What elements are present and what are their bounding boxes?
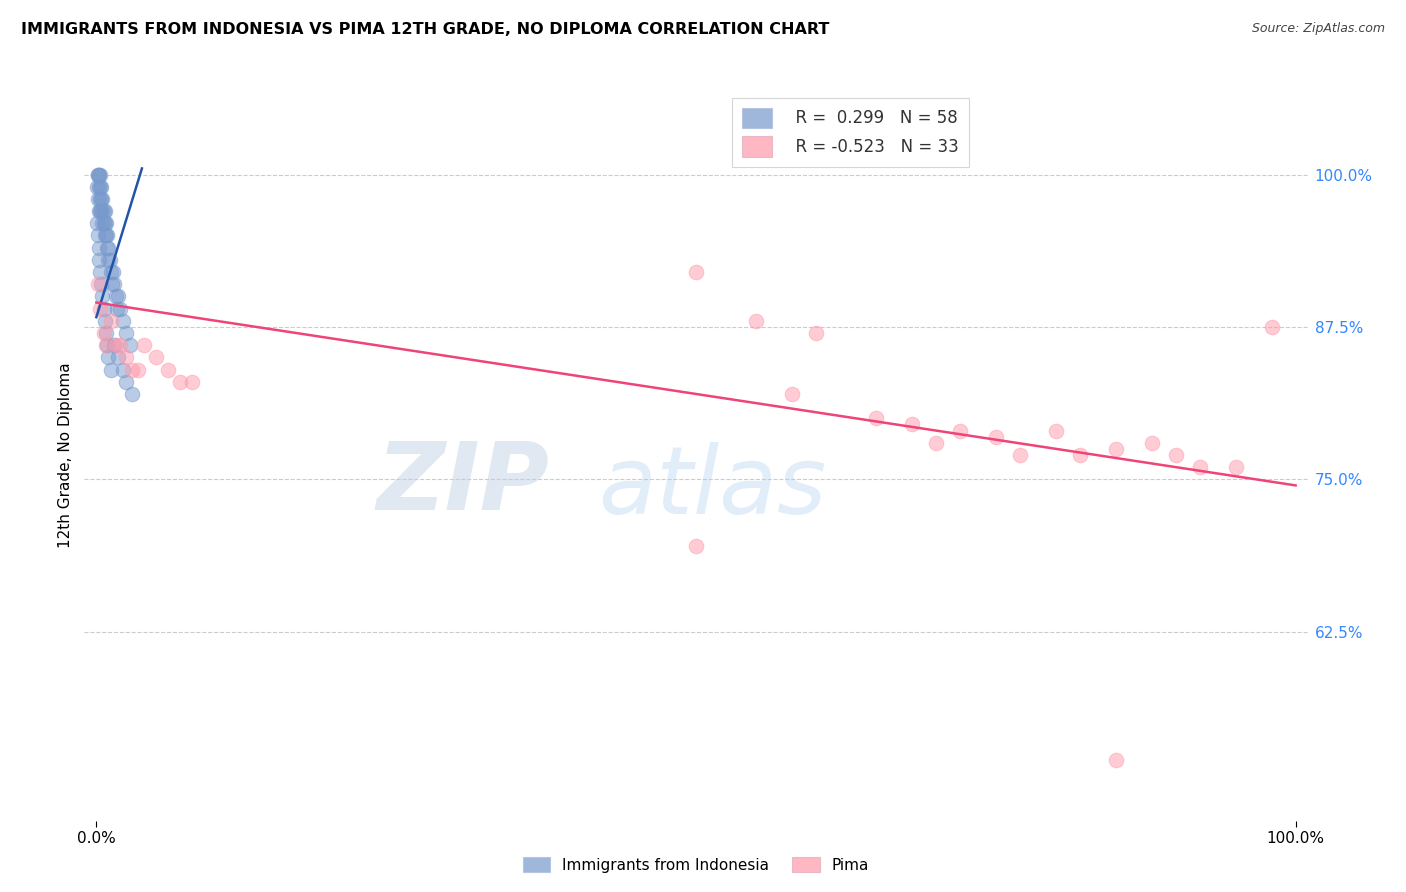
Point — [145, 351, 167, 365]
Point — [93, 326, 115, 340]
Point — [89, 204, 111, 219]
Point — [127, 362, 149, 376]
Point — [86, 216, 108, 230]
Point — [901, 417, 924, 432]
Point — [118, 338, 141, 352]
Point — [94, 338, 117, 352]
Point — [745, 314, 768, 328]
Point — [90, 179, 112, 194]
Point — [1008, 448, 1031, 462]
Point — [89, 301, 111, 316]
Point — [110, 338, 132, 352]
Point — [984, 430, 1007, 444]
Point — [100, 362, 122, 376]
Point — [98, 252, 121, 267]
Point — [107, 289, 129, 303]
Point — [91, 204, 114, 219]
Point — [91, 216, 114, 230]
Point — [1164, 448, 1187, 462]
Point — [100, 265, 122, 279]
Point — [96, 228, 118, 243]
Point — [101, 265, 124, 279]
Point — [94, 228, 117, 243]
Legend: Immigrants from Indonesia, Pima: Immigrants from Indonesia, Pima — [516, 851, 876, 879]
Point — [157, 362, 180, 376]
Point — [90, 204, 112, 219]
Point — [1045, 424, 1067, 438]
Text: atlas: atlas — [598, 442, 827, 533]
Point — [101, 277, 124, 292]
Point — [93, 216, 115, 230]
Point — [93, 301, 115, 316]
Point — [169, 375, 191, 389]
Point — [181, 375, 204, 389]
Point — [90, 277, 112, 292]
Point — [87, 228, 110, 243]
Point — [87, 168, 110, 182]
Text: ZIP: ZIP — [377, 438, 550, 530]
Point — [94, 216, 117, 230]
Point — [96, 241, 118, 255]
Point — [86, 179, 108, 194]
Point — [91, 289, 114, 303]
Point — [1260, 320, 1282, 334]
Point — [93, 204, 115, 219]
Point — [105, 301, 128, 316]
Point — [90, 192, 112, 206]
Point — [87, 204, 110, 219]
Point — [87, 168, 110, 182]
Point — [97, 351, 120, 365]
Point — [94, 216, 117, 230]
Point — [86, 277, 108, 292]
Point — [87, 179, 110, 194]
Point — [89, 265, 111, 279]
Point — [97, 252, 120, 267]
Point — [89, 252, 111, 267]
Y-axis label: 12th Grade, No Diploma: 12th Grade, No Diploma — [58, 362, 73, 548]
Point — [1188, 460, 1211, 475]
Point — [685, 265, 707, 279]
Point — [121, 387, 143, 401]
Point — [685, 540, 707, 554]
Point — [107, 351, 129, 365]
Point — [1140, 435, 1163, 450]
Point — [91, 192, 114, 206]
Point — [1225, 460, 1247, 475]
Point — [925, 435, 948, 450]
Point — [94, 228, 117, 243]
Point — [115, 351, 138, 365]
Point — [89, 179, 111, 194]
Point — [89, 168, 111, 182]
Point — [111, 362, 134, 376]
Point — [96, 338, 118, 352]
Point — [1105, 753, 1128, 767]
Point — [865, 411, 887, 425]
Point — [121, 362, 143, 376]
Point — [87, 241, 110, 255]
Point — [100, 314, 122, 328]
Point — [104, 289, 127, 303]
Point — [94, 326, 117, 340]
Point — [104, 338, 127, 352]
Point — [94, 314, 117, 328]
Text: Source: ZipAtlas.com: Source: ZipAtlas.com — [1251, 22, 1385, 36]
Point — [115, 326, 138, 340]
Point — [97, 241, 120, 255]
Point — [86, 192, 108, 206]
Point — [89, 192, 111, 206]
Point — [111, 314, 134, 328]
Point — [103, 338, 125, 352]
Text: IMMIGRANTS FROM INDONESIA VS PIMA 12TH GRADE, NO DIPLOMA CORRELATION CHART: IMMIGRANTS FROM INDONESIA VS PIMA 12TH G… — [21, 22, 830, 37]
Point — [134, 338, 156, 352]
Point — [949, 424, 972, 438]
Point — [1069, 448, 1091, 462]
Point — [86, 168, 108, 182]
Point — [804, 326, 827, 340]
Point — [103, 277, 125, 292]
Point — [780, 387, 803, 401]
Point — [110, 301, 132, 316]
Point — [115, 375, 138, 389]
Point — [1105, 442, 1128, 456]
Point — [94, 204, 117, 219]
